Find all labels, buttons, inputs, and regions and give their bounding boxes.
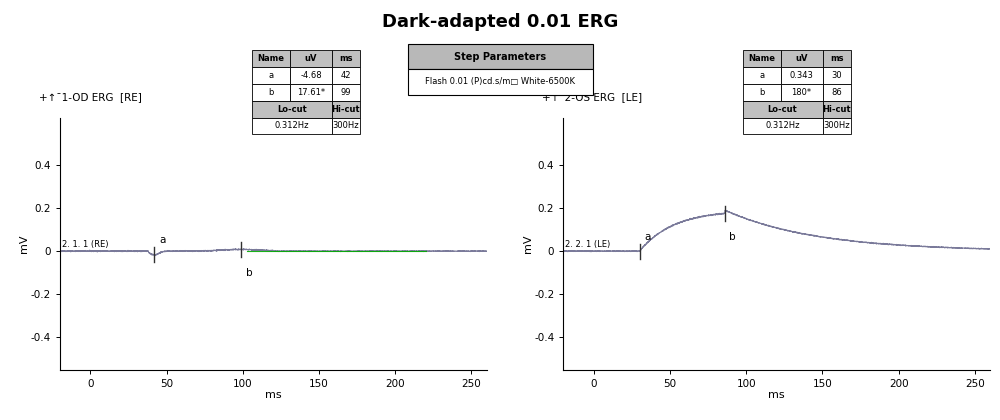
Text: +↑¯1-OD ERG  [RE]: +↑¯1-OD ERG [RE] (39, 92, 142, 102)
Text: 86: 86 (831, 88, 842, 97)
Text: b: b (246, 268, 253, 278)
Text: b: b (759, 88, 764, 97)
Text: a: a (159, 235, 165, 245)
Text: +↑¯2-OS ERG  [LE]: +↑¯2-OS ERG [LE] (542, 92, 642, 102)
Text: 0.343: 0.343 (790, 71, 814, 80)
Text: 30: 30 (831, 71, 842, 80)
Text: 99: 99 (341, 88, 351, 97)
Text: 0.312Hz: 0.312Hz (765, 121, 800, 131)
Text: 300Hz: 300Hz (823, 121, 850, 131)
Y-axis label: mV: mV (523, 234, 533, 253)
Y-axis label: mV: mV (19, 234, 29, 253)
Text: 17.61*: 17.61* (297, 88, 325, 97)
Text: 0.312Hz: 0.312Hz (275, 121, 309, 131)
Text: b: b (268, 88, 274, 97)
Text: Hi-cut: Hi-cut (332, 105, 360, 114)
Text: b: b (729, 232, 736, 242)
Text: Flash 0.01 (P)cd.s/m□ White-6500K: Flash 0.01 (P)cd.s/m□ White-6500K (425, 77, 575, 87)
X-axis label: ms: ms (768, 390, 785, 400)
Text: Name: Name (257, 54, 284, 63)
Text: Lo-cut: Lo-cut (277, 105, 307, 114)
Text: Name: Name (748, 54, 775, 63)
Text: 180*: 180* (792, 88, 812, 97)
Text: a: a (644, 231, 651, 241)
Text: a: a (759, 71, 764, 80)
Text: a: a (268, 71, 274, 80)
Text: 2. 1. 1 (RE): 2. 1. 1 (RE) (62, 240, 108, 249)
Text: ms: ms (339, 54, 353, 63)
Text: -4.68: -4.68 (300, 71, 322, 80)
Text: uV: uV (795, 54, 808, 63)
Text: Dark-adapted 0.01 ERG: Dark-adapted 0.01 ERG (382, 13, 618, 31)
Text: Hi-cut: Hi-cut (822, 105, 851, 114)
Text: 42: 42 (341, 71, 351, 80)
Text: uV: uV (305, 54, 317, 63)
Text: ms: ms (830, 54, 843, 63)
Text: 2. 2. 1 (LE): 2. 2. 1 (LE) (565, 240, 610, 249)
Text: Step Parameters: Step Parameters (454, 52, 546, 62)
X-axis label: ms: ms (265, 390, 282, 400)
Text: 300Hz: 300Hz (333, 121, 359, 131)
Text: Lo-cut: Lo-cut (768, 105, 797, 114)
